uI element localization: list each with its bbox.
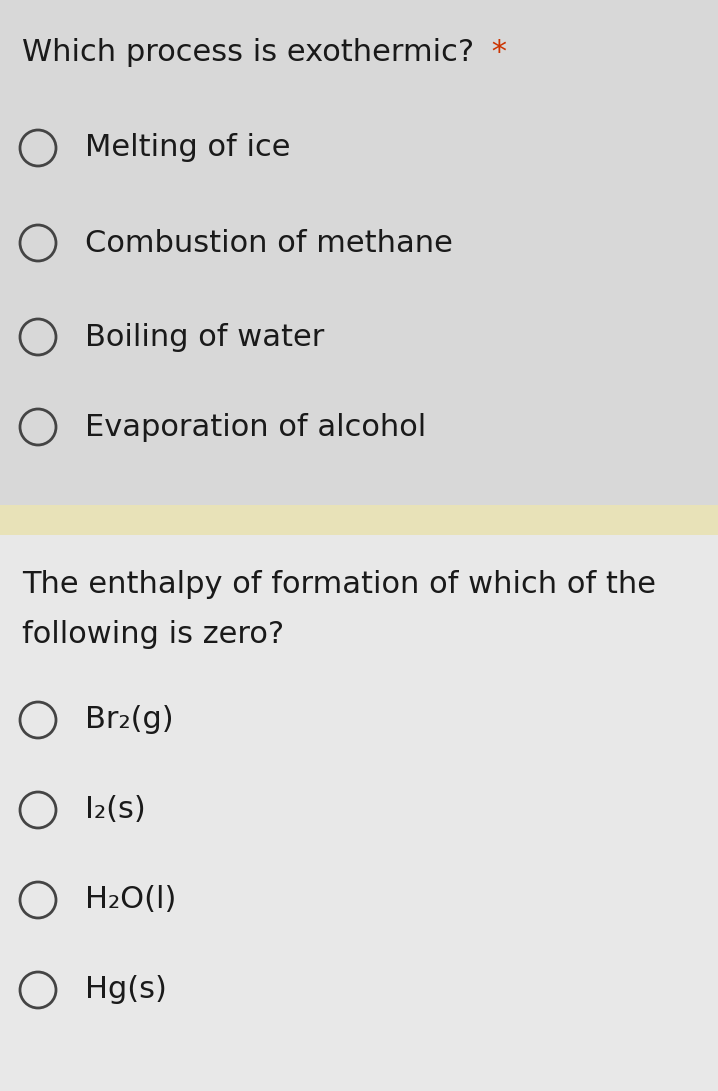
Text: Boiling of water: Boiling of water — [85, 323, 325, 351]
Text: Combustion of methane: Combustion of methane — [85, 228, 453, 257]
Text: The enthalpy of formation of which of the: The enthalpy of formation of which of th… — [22, 570, 656, 599]
Text: following is zero?: following is zero? — [22, 620, 284, 649]
Text: Melting of ice: Melting of ice — [85, 133, 291, 163]
Bar — [0, 535, 718, 1091]
Text: I₂(s): I₂(s) — [85, 795, 146, 825]
Text: Which process is exothermic?: Which process is exothermic? — [22, 38, 474, 67]
Bar — [0, 0, 718, 505]
Text: *: * — [482, 38, 507, 67]
Bar — [0, 505, 718, 535]
Text: Hg(s): Hg(s) — [85, 975, 167, 1005]
Text: H₂O(l): H₂O(l) — [85, 886, 177, 914]
Text: Br₂(g): Br₂(g) — [85, 706, 174, 734]
Text: Evaporation of alcohol: Evaporation of alcohol — [85, 412, 426, 442]
